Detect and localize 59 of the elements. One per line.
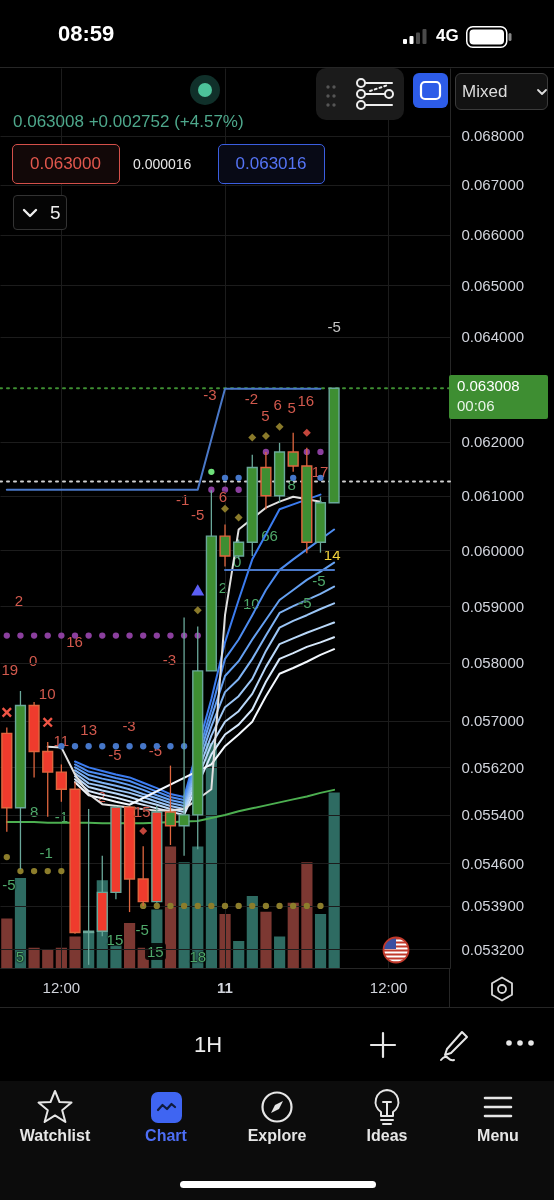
annotation: -3 — [202, 386, 218, 404]
annotation: 16 — [297, 392, 315, 409]
text: 1H — [194, 1032, 223, 1058]
y-tick-label: 0.065000 — [461, 276, 525, 294]
text: Ideas — [365, 1127, 409, 1146]
price-tag: 0.063008 00:06 — [449, 375, 548, 420]
annotation: -5 — [311, 572, 327, 590]
y-tick-label: 0.064000 — [461, 328, 525, 346]
annotation: -5 — [1, 876, 17, 894]
annotation: 0.063008 +0.002752 (+4.57%) — [13, 112, 244, 132]
y-tick-label: 0.058000 — [461, 654, 525, 672]
annotation: -5 — [134, 921, 150, 939]
annotation: 5 — [50, 202, 61, 224]
annotation: 13 — [79, 721, 98, 739]
annotation: -5 — [326, 318, 342, 336]
y-tick-label: 0.062000 — [461, 433, 525, 451]
text: Explore — [246, 1127, 308, 1146]
annotation: 5 — [260, 407, 271, 425]
price-button: 0.063016 — [218, 144, 325, 184]
annotation: -1 — [38, 844, 54, 862]
annotation: 17 — [310, 463, 330, 481]
y-tick-label: 0.060000 — [461, 541, 525, 559]
annotation: 16 — [65, 633, 84, 651]
y-tick-label: 0.066000 — [461, 226, 525, 244]
text: 08:59 — [58, 21, 115, 47]
price-button: 0.063000 — [12, 144, 120, 184]
x-tick-label: 12:00 — [369, 978, 408, 996]
annotation: 2 — [13, 592, 25, 610]
annotation: -5 — [191, 506, 205, 523]
annotation: 5 — [287, 399, 296, 416]
y-tick-label: 0.057000 — [461, 712, 525, 730]
y-tick-label: 0.061000 — [461, 487, 525, 505]
annotation: 10 — [37, 685, 57, 703]
annotation: 5 — [14, 948, 26, 966]
annotation: -2 — [243, 390, 259, 408]
text: Menu — [476, 1127, 520, 1146]
y-tick-label: 0.068000 — [461, 127, 525, 145]
text: 4G — [436, 26, 459, 46]
annotation: 0.063016 — [234, 154, 308, 174]
text: Chart — [144, 1127, 188, 1146]
annotation: 6 — [217, 488, 229, 506]
y-tick-label: 0.053200 — [461, 940, 525, 958]
collapse-button: 5 — [13, 195, 67, 230]
annotation: 0.000016 — [133, 156, 192, 173]
annotation: 19 — [0, 661, 20, 679]
ref-line-label: 0.063008 — [457, 377, 520, 395]
x-tick-label: 11 — [217, 978, 233, 996]
y-tick-label: 0.054600 — [461, 854, 525, 872]
dropdown: Mixed — [455, 73, 548, 110]
y-tick-label: 0.056200 — [461, 758, 525, 776]
text: Watchlist — [18, 1127, 92, 1146]
annotation: -5 — [107, 746, 123, 764]
y-tick-label: 0.067000 — [461, 176, 525, 194]
y-tick-label: 0.059000 — [461, 597, 525, 615]
x-tick-label: 12:00 — [42, 978, 81, 996]
annotation: 6 — [272, 396, 283, 414]
y-tick-label: 0.055400 — [461, 806, 525, 824]
annotation: 0.063000 — [29, 154, 102, 174]
y-tick-label: 0.053900 — [461, 897, 525, 915]
